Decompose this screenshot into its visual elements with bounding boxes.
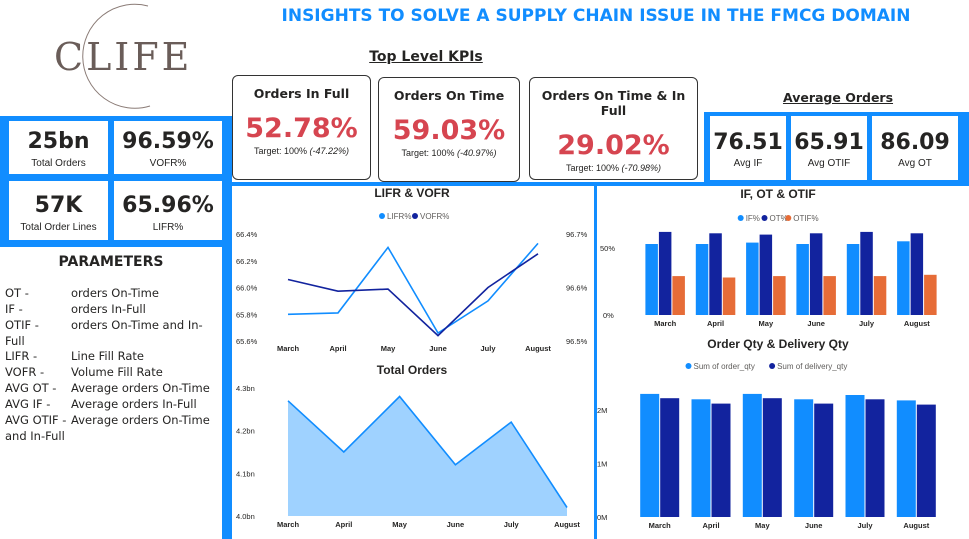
if-ot-otif-chart-card bbox=[597, 186, 969, 539]
avg-label: Avg IF bbox=[733, 158, 763, 169]
summary-label: VOFR% bbox=[149, 158, 187, 169]
kpi-target-delta: (-40.97%) bbox=[457, 148, 497, 158]
kpi-value: 29.02% bbox=[557, 130, 670, 161]
parameter-description: Average orders On-Time bbox=[71, 413, 210, 427]
parameter-key: and In-Full bbox=[5, 429, 65, 443]
parameter-description: orders In-Full bbox=[71, 302, 146, 316]
parameters-heading: PARAMETERS bbox=[58, 254, 164, 270]
kpi-target-text: Target: 100% bbox=[253, 146, 307, 156]
parameter-key: AVG IF - bbox=[5, 397, 51, 411]
kpi-target-text: Target: 100% bbox=[401, 148, 455, 158]
parameter-key: AVG OTIF - bbox=[5, 413, 67, 427]
summary-value: 65.96% bbox=[122, 193, 214, 218]
summary-card-total-orders: 25bn Total Orders bbox=[9, 121, 108, 174]
kpi-target: Target: 100% (-40.97%) bbox=[379, 148, 519, 158]
parameter-description: orders On-Time and In- bbox=[71, 318, 203, 332]
kpi-value: 59.03% bbox=[392, 115, 506, 146]
summary-label: LIFR% bbox=[152, 222, 184, 233]
parameter-description: Volume Fill Rate bbox=[71, 365, 163, 379]
kpi-target: Target: 100% (-70.98%) bbox=[530, 163, 697, 173]
kpi-target-delta: (-47.22%) bbox=[309, 146, 350, 156]
avg-label: Avg OTIF bbox=[807, 158, 851, 169]
logo-circle bbox=[82, 3, 151, 109]
avg-card-if: 76.51 Avg IF bbox=[710, 116, 786, 180]
kpi-target-text: Target: 100% bbox=[565, 163, 619, 173]
parameter-key: Full bbox=[5, 334, 25, 348]
parameter-description: Average orders On-Time bbox=[71, 381, 210, 395]
average-orders-heading: Average Orders bbox=[782, 90, 894, 105]
summary-label: Total Orders bbox=[31, 158, 86, 169]
parameter-key: AVG OT - bbox=[5, 381, 57, 395]
kpi-card-orders-otif: Orders On Time & In Full 29.02% Target: … bbox=[529, 77, 698, 180]
summary-label: Total Order Lines bbox=[20, 222, 97, 233]
summary-value: 25bn bbox=[27, 129, 90, 154]
summary-card-total-order-lines: 57K Total Order Lines bbox=[9, 181, 108, 240]
kpi-card-orders-in-full: Orders In Full 52.78% Target: 100% (-47.… bbox=[232, 75, 371, 180]
avg-card-otif: 65.91 Avg OTIF bbox=[791, 116, 867, 180]
logo: CLIFE bbox=[52, 2, 190, 110]
avg-label: Avg OT bbox=[898, 158, 932, 169]
kpi-target-delta: (-70.98%) bbox=[621, 163, 662, 173]
parameter-key: IF - bbox=[5, 302, 23, 316]
parameter-description: Line Fill Rate bbox=[71, 349, 145, 363]
kpi-card-orders-on-time: Orders On Time 59.03% Target: 100% (-40.… bbox=[378, 77, 520, 182]
kpi-value: 52.78% bbox=[245, 113, 358, 144]
parameter-key: VOFR - bbox=[5, 365, 45, 379]
kpi-title: Orders On Time & In Full bbox=[541, 88, 686, 118]
summary-value: 96.59% bbox=[122, 129, 214, 154]
parameter-description: orders On-Time bbox=[71, 286, 159, 300]
summary-value: 57K bbox=[34, 193, 83, 218]
avg-value: 65.91 bbox=[794, 130, 864, 155]
kpi-title: Orders In Full bbox=[253, 86, 350, 101]
avg-value: 76.51 bbox=[713, 130, 783, 155]
page-title: INSIGHTS TO SOLVE A SUPPLY CHAIN ISSUE I… bbox=[281, 6, 911, 26]
top-kpis-heading: Top Level KPIs bbox=[369, 49, 483, 65]
logo-text: CLIFE bbox=[54, 35, 193, 79]
kpi-target: Target: 100% (-47.22%) bbox=[233, 146, 370, 156]
parameter-description: Average orders In-Full bbox=[71, 397, 197, 411]
avg-value: 86.09 bbox=[880, 130, 950, 155]
parameter-key: LIFR - bbox=[5, 349, 38, 363]
parameter-key: OTIF - bbox=[5, 318, 39, 332]
kpi-title: Orders On Time bbox=[393, 88, 505, 103]
parameter-key: OT - bbox=[5, 286, 29, 300]
lifr-vofr-chart-card bbox=[232, 186, 594, 539]
avg-card-ot: 86.09 Avg OT bbox=[872, 116, 958, 180]
parameters-panel: PARAMETERS OT - orders On-Time IF - orders … bbox=[0, 247, 222, 539]
summary-card-lifr: 65.96% LIFR% bbox=[114, 181, 222, 240]
summary-card-vofr: 96.59% VOFR% bbox=[114, 121, 222, 174]
